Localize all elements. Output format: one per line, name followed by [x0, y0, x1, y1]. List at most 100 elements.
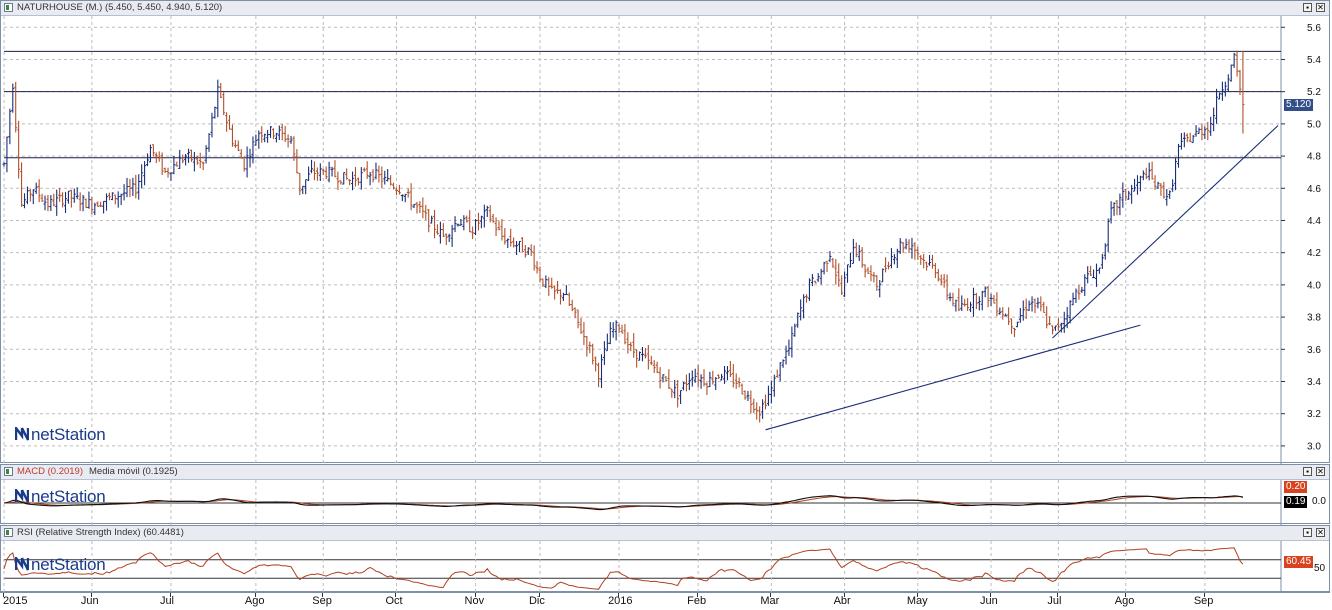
- x-axis-tick: [538, 593, 540, 597]
- price-bar: [1194, 125, 1198, 137]
- price-bar: [837, 263, 841, 287]
- price-bar: [1168, 190, 1172, 199]
- price-bar: [14, 81, 18, 133]
- price-bar: [274, 132, 278, 143]
- price-bar: [652, 360, 656, 373]
- price-bar: [1071, 292, 1075, 306]
- x-axis-tick: [916, 593, 918, 597]
- price-bar: [2, 162, 6, 167]
- price-bar: [1094, 263, 1098, 287]
- price-bar: [295, 149, 299, 174]
- price-bar: [1062, 311, 1066, 333]
- x-axis-label: Dic: [528, 595, 545, 607]
- x-axis-label: Feb: [687, 595, 707, 607]
- price-bar: [184, 153, 188, 166]
- price-bar: [1092, 269, 1096, 279]
- price-bar: [93, 202, 97, 216]
- price-bar: [87, 191, 91, 209]
- price-bar: [711, 370, 715, 385]
- price-bar: [230, 124, 234, 147]
- price-bar: [289, 135, 293, 144]
- price-bar: [485, 205, 489, 217]
- macd-chart[interactable]: [1, 480, 1331, 525]
- price-bar: [928, 254, 932, 266]
- minimize-button[interactable]: ▪: [1303, 467, 1312, 476]
- price-bar: [670, 388, 674, 398]
- close-button[interactable]: ✕: [1316, 528, 1325, 537]
- macd-line: [3, 495, 1244, 511]
- price-bar: [1153, 175, 1157, 190]
- price-bar: [626, 332, 630, 354]
- price-bar: [564, 285, 568, 296]
- price-chart[interactable]: 3.0 3.2 3.4 3.6 3.8 4.0 4.2 4.4 4.6 4.8 5.0 5.2 5.4 5…: [1, 16, 1331, 464]
- price-bar: [916, 246, 920, 260]
- price-bar: [582, 321, 586, 345]
- price-bar: [822, 261, 826, 275]
- price-bar: [506, 238, 510, 248]
- price-bar: [377, 165, 381, 183]
- price-bar: [1144, 167, 1148, 180]
- macd-panel-title: MACD (0.2019) Media móvil (0.1925): [17, 466, 178, 477]
- price-bar: [1018, 308, 1022, 323]
- price-bar: [134, 174, 138, 199]
- price-bar: [743, 390, 747, 400]
- price-bar: [430, 215, 434, 224]
- price-bar: [353, 166, 357, 187]
- price-bar: [345, 168, 349, 180]
- x-axis-tick: [697, 593, 699, 597]
- price-bar: [919, 255, 923, 265]
- price-bar: [283, 125, 287, 143]
- price-bar: [286, 134, 290, 148]
- price-bar: [25, 186, 29, 205]
- price-bar: [1086, 266, 1090, 284]
- price-bar: [617, 323, 621, 334]
- price-bar: [160, 152, 164, 176]
- price-bar: [20, 162, 24, 207]
- price-bar: [298, 172, 302, 196]
- price-bar: [435, 224, 439, 235]
- rsi-chart[interactable]: [1, 541, 1331, 593]
- price-bar: [1188, 132, 1192, 142]
- minimize-button[interactable]: ▪: [1303, 3, 1312, 12]
- price-bar: [251, 136, 255, 164]
- price-bar: [643, 348, 647, 359]
- price-bar: [1165, 188, 1169, 206]
- close-button[interactable]: ✕: [1316, 467, 1325, 476]
- price-trendline[interactable]: [765, 324, 1141, 431]
- price-bar: [1200, 123, 1204, 141]
- price-bar: [468, 210, 472, 233]
- price-bar: [579, 318, 583, 334]
- price-bar: [723, 365, 727, 384]
- price-bar: [512, 237, 516, 248]
- price-panel-title: NATURHOUSE (M.) (5.450, 5.450, 4.940, 5.…: [17, 2, 223, 13]
- price-bar: [813, 280, 817, 284]
- price-bar: [591, 343, 595, 365]
- price-bar: [623, 324, 627, 345]
- price-bar: [58, 187, 62, 202]
- price-bar: [635, 349, 639, 368]
- price-bar: [488, 205, 492, 223]
- x-axis-label: Sep: [1193, 595, 1214, 607]
- price-bar: [312, 161, 316, 181]
- close-button[interactable]: ✕: [1316, 3, 1325, 12]
- price-bar: [802, 294, 806, 319]
- price-bar: [775, 369, 779, 378]
- price-bar: [213, 106, 217, 119]
- price-bar: [977, 296, 981, 311]
- price-bar: [260, 126, 264, 143]
- price-bar: [1024, 298, 1028, 319]
- price-bar: [389, 175, 393, 186]
- price-bar: [793, 323, 797, 337]
- price-bar: [1226, 74, 1230, 92]
- price-bar: [122, 184, 126, 201]
- minimize-button[interactable]: ▪: [1303, 528, 1312, 537]
- price-bar: [266, 129, 270, 143]
- price-ytick-label: 4.4: [1307, 216, 1321, 227]
- price-bar: [1238, 70, 1242, 95]
- panel-window-icon: [4, 528, 13, 537]
- netstation-logo-icon: [15, 427, 29, 441]
- price-bar: [1171, 179, 1175, 192]
- price-bar: [500, 219, 504, 241]
- price-trendline[interactable]: [1052, 125, 1279, 339]
- price-bar: [479, 215, 483, 229]
